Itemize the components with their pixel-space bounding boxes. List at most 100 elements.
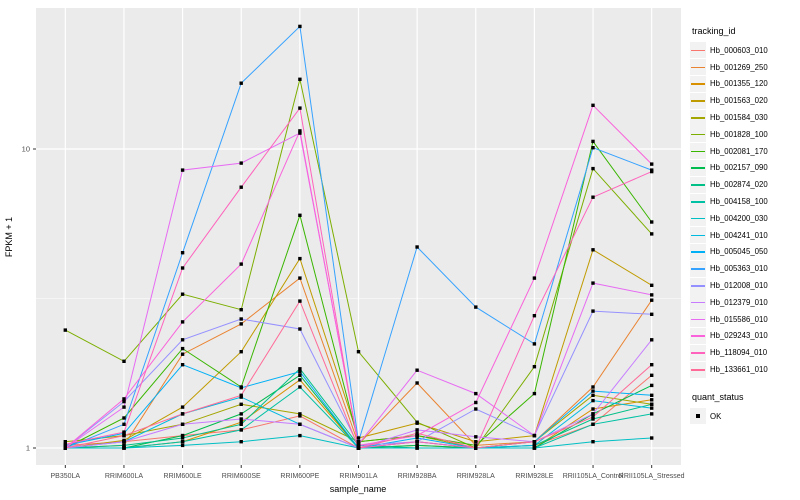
data-point xyxy=(415,420,419,424)
legend-entry-label: OK xyxy=(710,411,722,421)
quant-legend-title: quant_status xyxy=(692,391,744,402)
data-point xyxy=(650,293,654,297)
data-point xyxy=(415,446,419,450)
data-point xyxy=(591,417,595,421)
x-tick-label: RRII105LA_Stressed xyxy=(619,473,685,480)
legend-entry: Hb_004241_010 xyxy=(690,227,798,244)
legend-key-box xyxy=(690,408,706,425)
legend-entry-label: Hb_002081_170 xyxy=(710,146,768,156)
data-point xyxy=(180,440,185,444)
data-point xyxy=(650,232,654,236)
data-point xyxy=(591,139,595,144)
data-point xyxy=(180,320,185,324)
data-point xyxy=(180,338,185,342)
legend-key-line-icon xyxy=(691,100,705,102)
data-point xyxy=(650,412,654,416)
data-point xyxy=(239,161,243,165)
data-point xyxy=(591,385,595,389)
data-point xyxy=(650,169,654,174)
data-point xyxy=(63,440,67,444)
legend-key-box xyxy=(690,42,706,59)
legend-title: tracking_id xyxy=(692,26,736,36)
data-point xyxy=(650,298,654,302)
data-point xyxy=(650,162,654,166)
x-tick-label: PB350LA xyxy=(51,473,81,480)
x-tick-label: RRIM600LE xyxy=(164,473,202,480)
legend-entry-label: Hb_004200_030 xyxy=(710,213,768,223)
x-tick-label: RRIM901LA xyxy=(339,473,377,480)
legend-key-line-icon xyxy=(691,150,705,153)
data-point xyxy=(474,400,478,405)
data-point xyxy=(356,446,361,450)
x-tick-label: RRIM928BA xyxy=(398,473,437,480)
legend-entry: Hb_118094_010 xyxy=(690,344,798,361)
data-point xyxy=(591,166,595,171)
data-point xyxy=(180,266,185,270)
data-point xyxy=(650,363,654,367)
data-point xyxy=(239,428,243,432)
data-point xyxy=(239,395,243,399)
data-point xyxy=(298,373,302,377)
legend-key-line-icon xyxy=(691,301,705,304)
y-tick-labels: 1 10 xyxy=(22,145,30,453)
legend-entry: Hb_004200_030 xyxy=(690,210,798,227)
axis-ticks xyxy=(33,148,653,468)
data-point xyxy=(180,433,185,438)
legend-key-box xyxy=(690,176,706,193)
data-point xyxy=(415,245,419,249)
data-point xyxy=(239,402,243,406)
legend-entry-label: Hb_001355_120 xyxy=(710,79,768,89)
data-point xyxy=(591,393,595,397)
data-point xyxy=(298,327,302,331)
legend-entry-label: Hb_002874_020 xyxy=(710,180,768,190)
legend-entry-label: Hb_001584_030 xyxy=(710,113,768,123)
data-point xyxy=(298,276,302,280)
legend-key-line-icon xyxy=(691,66,705,69)
data-point xyxy=(591,389,595,393)
legend-entry: Hb_015586_010 xyxy=(690,311,798,328)
legend-entry-label: Hb_029243_010 xyxy=(710,331,768,341)
data-point xyxy=(591,309,595,313)
legend-key-box xyxy=(690,227,706,244)
legend-key-box xyxy=(690,126,706,143)
legend-entry-label: Hb_133661_010 xyxy=(710,365,768,375)
data-point xyxy=(63,328,67,332)
data-point xyxy=(650,393,654,397)
data-point xyxy=(239,185,243,189)
legend-key-line-icon xyxy=(691,83,705,86)
data-point xyxy=(474,446,478,450)
data-point xyxy=(180,346,185,351)
data-point xyxy=(239,322,243,326)
legend-key-box xyxy=(690,361,706,378)
legend-key-line-icon xyxy=(691,184,705,186)
legend-entry-label: Hb_001828_100 xyxy=(710,129,768,139)
data-point xyxy=(650,312,654,316)
legend-entry: Hb_012379_010 xyxy=(690,294,798,311)
legend-key-box xyxy=(690,344,706,361)
data-point xyxy=(591,103,595,107)
legend-key-box xyxy=(690,75,706,92)
legend-entry: Hb_001563_020 xyxy=(690,92,798,109)
data-point xyxy=(63,442,67,446)
data-point xyxy=(591,281,595,285)
data-point xyxy=(415,433,419,438)
legend-entry-label: Hb_004241_010 xyxy=(710,230,768,240)
legend-key-line-icon xyxy=(691,167,705,170)
legend-entry-label: Hb_005045_050 xyxy=(710,247,768,257)
x-tick-label: RRIM928LA xyxy=(457,473,495,480)
legend-key-box xyxy=(690,109,706,126)
data-point xyxy=(239,420,243,424)
legend-key-line-icon xyxy=(691,352,705,354)
data-point xyxy=(298,24,302,29)
data-point xyxy=(591,398,595,403)
x-tick-label: RRIM928LE xyxy=(515,473,553,480)
data-point xyxy=(650,220,654,224)
data-point xyxy=(474,443,478,448)
legend-entry: Hb_133661_010 xyxy=(690,361,798,378)
data-point xyxy=(650,402,654,406)
data-point xyxy=(298,106,302,110)
data-point xyxy=(415,436,419,440)
legend-entry-label: Hb_001563_020 xyxy=(710,96,768,106)
legend-key-line-icon xyxy=(691,369,705,371)
